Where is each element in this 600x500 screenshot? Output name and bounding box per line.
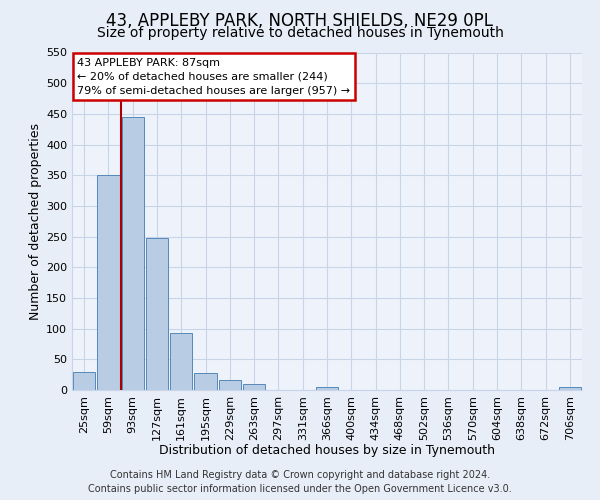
Bar [194, 374, 217, 390]
Text: Size of property relative to detached houses in Tynemouth: Size of property relative to detached ho… [97, 26, 503, 40]
Bar [97, 175, 119, 390]
Text: 43 APPLEBY PARK: 87sqm
← 20% of detached houses are smaller (244)
79% of semi-de: 43 APPLEBY PARK: 87sqm ← 20% of detached… [77, 58, 350, 96]
Bar [146, 238, 168, 390]
Bar [73, 372, 95, 390]
Bar [559, 387, 581, 390]
Bar [122, 117, 144, 390]
Bar [218, 380, 241, 390]
Text: Contains HM Land Registry data © Crown copyright and database right 2024.
Contai: Contains HM Land Registry data © Crown c… [88, 470, 512, 494]
Text: 43, APPLEBY PARK, NORTH SHIELDS, NE29 0PL: 43, APPLEBY PARK, NORTH SHIELDS, NE29 0P… [107, 12, 493, 30]
X-axis label: Distribution of detached houses by size in Tynemouth: Distribution of detached houses by size … [159, 444, 495, 457]
Y-axis label: Number of detached properties: Number of detached properties [29, 122, 42, 320]
Bar [170, 333, 193, 390]
Bar [316, 387, 338, 390]
Bar [243, 384, 265, 390]
